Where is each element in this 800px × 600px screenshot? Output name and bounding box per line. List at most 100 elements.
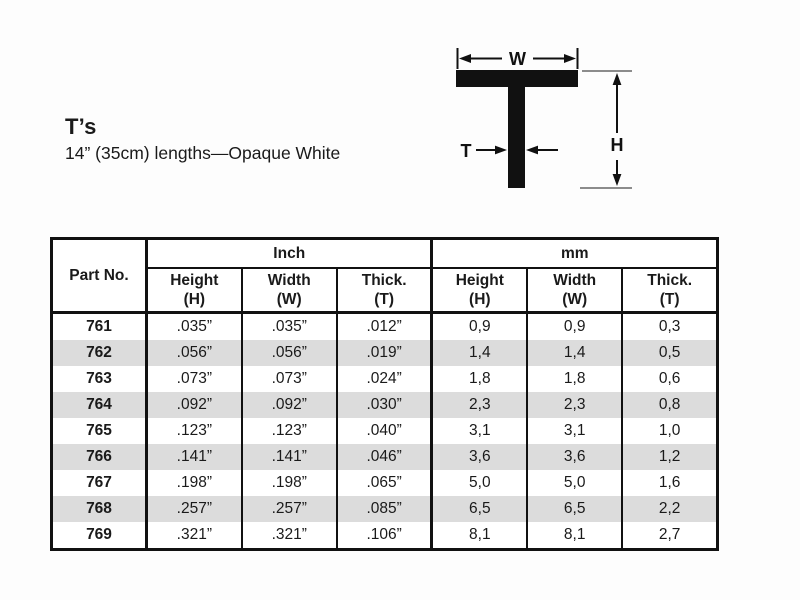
value-cell: .056”	[145, 340, 243, 366]
part-cell: 761	[50, 312, 148, 340]
value-cell: 1,6	[621, 470, 719, 496]
value-cell: 0,6	[621, 366, 719, 392]
col-unit: (W)	[562, 291, 588, 308]
value-cell: .321”	[145, 522, 243, 550]
value-cell: 3,6	[526, 444, 624, 470]
value-cell: 2,3	[430, 392, 529, 418]
value-cell: 1,2	[621, 444, 719, 470]
col-header-inch-width: Width (W)	[240, 267, 338, 314]
value-cell: 3,6	[430, 444, 529, 470]
value-cell: 6,5	[526, 496, 624, 522]
parts-table: Part No. Inch mm Height (H) Width (W) Th…	[50, 237, 719, 551]
table-row: 762 .056” .056” .019” 1,4 1,4 0,5	[50, 340, 719, 366]
part-no-header: Part No.	[50, 237, 148, 314]
value-cell: 0,5	[621, 340, 719, 366]
value-cell: .019”	[335, 340, 433, 366]
height-label: H	[611, 135, 624, 155]
table-row: 768 .257” .257” .085” 6,5 6,5 2,2	[50, 496, 719, 522]
value-cell: .141”	[240, 444, 338, 470]
value-cell: 0,8	[621, 392, 719, 418]
value-cell: 1,4	[430, 340, 529, 366]
t-profile-diagram: W H T	[456, 48, 632, 189]
value-cell: 2,2	[621, 496, 719, 522]
value-cell: .321”	[240, 522, 338, 550]
value-cell: 1,4	[526, 340, 624, 366]
value-cell: .198”	[240, 470, 338, 496]
value-cell: 3,1	[430, 418, 529, 444]
value-cell: .073”	[240, 366, 338, 392]
value-cell: 2,7	[621, 522, 719, 550]
value-cell: 5,0	[526, 470, 624, 496]
col-header-mm-width: Width (W)	[526, 267, 624, 314]
thickness-dimension-arrows: T	[461, 141, 558, 161]
part-cell: 764	[50, 392, 148, 418]
col-title: Thick.	[361, 271, 407, 289]
page-subtitle: 14” (35cm) lengths—Opaque White	[65, 143, 341, 163]
value-cell: .056”	[240, 340, 338, 366]
value-cell: 0,9	[430, 312, 529, 340]
col-header-inch-thick: Thick. (T)	[335, 267, 433, 314]
value-cell: 3,1	[526, 418, 624, 444]
col-unit: (H)	[183, 291, 206, 308]
table-row: 766 .141” .141” .046” 3,6 3,6 1,2	[50, 444, 719, 470]
value-cell: 8,1	[526, 522, 624, 550]
group-header-mm: mm	[430, 237, 719, 269]
value-cell: 5,0	[430, 470, 529, 496]
value-cell: .040”	[335, 418, 433, 444]
value-cell: 0,3	[621, 312, 719, 340]
part-cell: 766	[50, 444, 148, 470]
value-cell: 1,8	[526, 366, 624, 392]
value-cell: .012”	[335, 312, 433, 340]
col-header-inch-height: Height (H)	[145, 267, 243, 314]
col-unit: (T)	[374, 291, 395, 308]
value-cell: 0,9	[526, 312, 624, 340]
table-row: 767 .198” .198” .065” 5,0 5,0 1,6	[50, 470, 719, 496]
col-header-mm-thick: Thick. (T)	[621, 267, 719, 314]
value-cell: .123”	[240, 418, 338, 444]
table-row: 765 .123” .123” .040” 3,1 3,1 1,0	[50, 418, 719, 444]
width-dimension-arrow: W	[456, 48, 579, 69]
height-dimension-arrow: H	[580, 70, 632, 189]
col-title: Width	[267, 271, 311, 289]
value-cell: .141”	[145, 444, 243, 470]
value-cell: .035”	[240, 312, 338, 340]
col-unit: (W)	[276, 291, 302, 308]
value-cell: .092”	[145, 392, 243, 418]
table-row: 764 .092” .092” .030” 2,3 2,3 0,8	[50, 392, 719, 418]
group-header-inch: Inch	[145, 237, 433, 269]
value-cell: .024”	[335, 366, 433, 392]
value-cell: 1,8	[430, 366, 529, 392]
width-label: W	[509, 49, 526, 69]
col-header-mm-height: Height (H)	[430, 267, 529, 314]
part-cell: 767	[50, 470, 148, 496]
table-row: 761 .035” .035” .012” 0,9 0,9 0,3	[50, 312, 719, 340]
col-title: Height	[170, 271, 219, 289]
col-unit: (H)	[469, 291, 491, 308]
value-cell: 2,3	[526, 392, 624, 418]
table-row: 763 .073” .073” .024” 1,8 1,8 0,6	[50, 366, 719, 392]
col-title: Thick.	[647, 271, 693, 289]
value-cell: .046”	[335, 444, 433, 470]
value-cell: .257”	[145, 496, 243, 522]
part-cell: 762	[50, 340, 148, 366]
value-cell: .065”	[335, 470, 433, 496]
value-cell: .198”	[145, 470, 243, 496]
value-cell: .123”	[145, 418, 243, 444]
value-cell: 6,5	[430, 496, 529, 522]
value-cell: .085”	[335, 496, 433, 522]
value-cell: .106”	[335, 522, 433, 550]
part-cell: 765	[50, 418, 148, 444]
value-cell: .257”	[240, 496, 338, 522]
part-cell: 768	[50, 496, 148, 522]
value-cell: 8,1	[430, 522, 529, 550]
table-row: 769 .321” .321” .106” 8,1 8,1 2,7	[50, 522, 719, 550]
value-cell: 1,0	[621, 418, 719, 444]
thickness-label: T	[461, 141, 472, 161]
col-title: Height	[455, 271, 504, 289]
value-cell: .092”	[240, 392, 338, 418]
value-cell: .035”	[145, 312, 243, 340]
t-profile-flange	[456, 70, 578, 87]
t-profile-stem	[508, 87, 525, 188]
value-cell: .030”	[335, 392, 433, 418]
